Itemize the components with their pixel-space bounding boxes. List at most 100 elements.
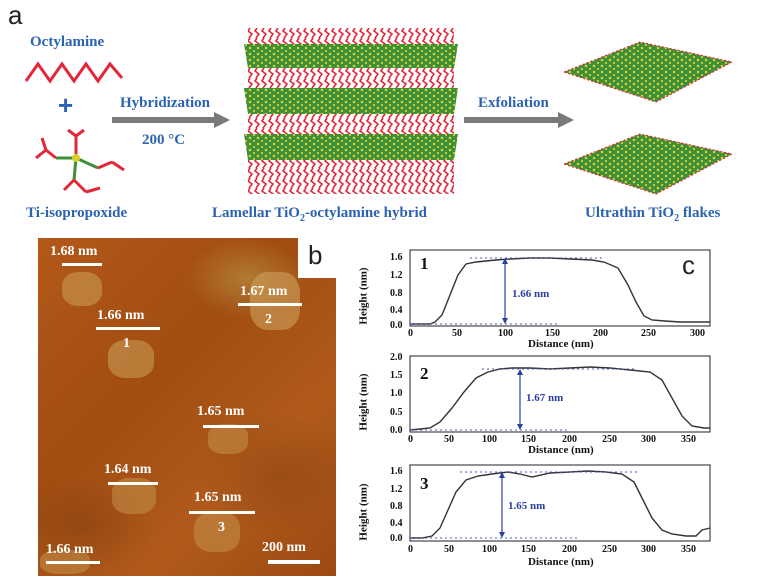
y-tick: 1.2 xyxy=(390,270,403,281)
afm-flake xyxy=(208,424,248,454)
afm-profile-line xyxy=(203,425,259,428)
afm-height-label: 1.64 nm xyxy=(104,462,152,477)
afm-height-label: 1.67 nm xyxy=(240,284,288,299)
profile-number: 3 xyxy=(420,474,429,493)
profile-height-label: 1.66 nm xyxy=(512,288,550,300)
flakes-label-sub: 2 xyxy=(674,213,680,224)
afm-profile-line xyxy=(108,482,158,485)
x-tick: 200 xyxy=(593,328,608,339)
x-tick: 0 xyxy=(408,328,413,339)
x-tick: 100 xyxy=(482,434,497,445)
x-tick: 100 xyxy=(482,544,497,555)
x-tick: 50 xyxy=(444,434,454,445)
afm-height-label: 1.66 nm xyxy=(97,308,145,323)
afm-flake xyxy=(108,340,154,378)
flake-number-3: 3 xyxy=(218,520,225,535)
y-tick: 0.4 xyxy=(390,305,403,316)
flake-number-2: 2 xyxy=(265,312,272,327)
y-tick: 0.8 xyxy=(390,288,403,299)
afm-profile-line xyxy=(238,303,302,306)
x-tick: 150 xyxy=(521,434,536,445)
octylamine-label: Octylamine xyxy=(30,34,105,50)
x-tick: 50 xyxy=(452,328,462,339)
x-tick: 300 xyxy=(641,434,656,445)
profile-curve-1 xyxy=(410,257,710,325)
panel-b-letter-box xyxy=(298,238,338,278)
hybridization-arrow xyxy=(112,112,230,128)
profile-plot-2 xyxy=(409,355,711,433)
hybridization-label: Hybridization xyxy=(120,95,211,111)
x-tick: 350 xyxy=(681,434,696,445)
y-tick: 0.8 xyxy=(390,501,403,512)
profile-curve-3 xyxy=(410,470,711,539)
x-tick: 200 xyxy=(562,434,577,445)
afm-height-label: 1.65 nm xyxy=(194,490,242,505)
y-tick: 1.6 xyxy=(390,252,403,263)
profile-number: 2 xyxy=(420,364,429,383)
x-tick: 250 xyxy=(602,544,617,555)
lamellar-hybrid-structure xyxy=(244,28,458,194)
afm-flake xyxy=(250,272,300,330)
temperature-label: 200 °C xyxy=(142,132,186,148)
scale-bar xyxy=(268,560,320,564)
y-tick: 0.0 xyxy=(390,425,403,436)
x-tick: 0 xyxy=(408,434,413,445)
ultrathin-flakes-label: Ultrathin TiO2 flakes xyxy=(585,205,720,224)
y-axis-title: Height (nm) xyxy=(357,267,370,325)
afm-profile-line xyxy=(62,263,102,266)
profile-curve-2 xyxy=(409,366,710,431)
profile-height-label: 1.67 nm xyxy=(526,392,564,404)
x-tick: 150 xyxy=(521,544,536,555)
x-axis-title: Distance (nm) xyxy=(528,556,594,568)
panel-a-letter: a xyxy=(8,0,23,30)
octylamine-molecule xyxy=(24,61,124,84)
x-tick: 300 xyxy=(690,328,705,339)
y-tick: 0.5 xyxy=(390,407,403,418)
afm-height-label: 1.66 nm xyxy=(46,542,94,557)
x-tick: 200 xyxy=(562,544,577,555)
afm-profile-line xyxy=(46,561,100,564)
x-tick: 100 xyxy=(498,328,513,339)
y-tick: 1.0 xyxy=(390,388,403,399)
x-axis-title: Distance (nm) xyxy=(528,338,594,350)
profile-height-label: 1.65 nm xyxy=(508,500,546,512)
plus-sign: + xyxy=(58,90,74,120)
lamellar-label-pre: Lamellar TiO xyxy=(212,205,300,221)
ultrathin-flake-top xyxy=(562,41,734,103)
exfoliation-arrow xyxy=(464,112,574,128)
x-tick: 300 xyxy=(641,544,656,555)
afm-profile-line xyxy=(96,327,160,330)
afm-height-label: 1.65 nm xyxy=(197,404,245,419)
y-tick: 0.0 xyxy=(390,533,403,544)
y-tick: 0.0 xyxy=(390,320,403,331)
panel-b-letter: b xyxy=(308,240,323,270)
afm-flake xyxy=(62,272,102,306)
y-tick: 1.6 xyxy=(390,466,403,477)
x-tick: 350 xyxy=(681,544,696,555)
y-tick: 1.5 xyxy=(390,370,403,381)
exfoliation-label: Exfoliation xyxy=(478,95,549,111)
panel-c-letter: c xyxy=(682,250,695,280)
ultrathin-flake-bottom xyxy=(562,133,734,195)
profile-number: 1 xyxy=(420,254,429,273)
y-axis-title: Height (nm) xyxy=(357,483,370,541)
ti-isopropoxide-molecule xyxy=(35,128,125,194)
lamellar-hybrid-label: Lamellar TiO2-octylamine hybrid xyxy=(212,205,427,224)
x-tick: 150 xyxy=(545,328,560,339)
profile-plot-1 xyxy=(409,249,711,327)
x-axis-title: Distance (nm) xyxy=(528,444,594,456)
x-tick: 50 xyxy=(444,544,454,555)
y-tick: 1.2 xyxy=(390,484,403,495)
x-tick: 250 xyxy=(641,328,656,339)
height-profiles xyxy=(409,249,711,542)
flake-number-1: 1 xyxy=(123,336,130,351)
afm-profile-line xyxy=(189,511,255,514)
profile-plot-3 xyxy=(409,464,711,542)
y-tick: 2.0 xyxy=(390,352,403,363)
x-tick: 0 xyxy=(408,544,413,555)
afm-flake xyxy=(194,512,240,552)
flakes-label-pre: Ultrathin TiO xyxy=(585,205,675,221)
afm-height-label: 1.68 nm xyxy=(50,244,98,259)
x-tick: 250 xyxy=(602,434,617,445)
scale-bar-label: 200 nm xyxy=(262,540,306,555)
